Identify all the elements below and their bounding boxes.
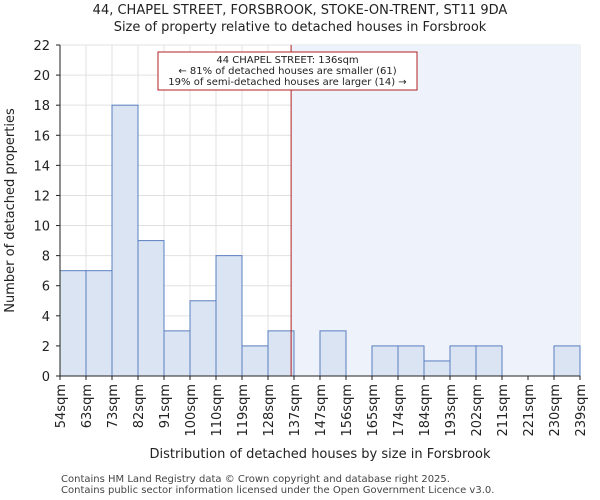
larger-region-highlight (291, 45, 580, 376)
x-tick-label: 202sqm (470, 384, 485, 437)
histogram-bar (475, 345, 503, 377)
histogram-bar (553, 345, 581, 377)
histogram-bar (319, 330, 347, 377)
histogram-bar (137, 240, 165, 377)
x-tick-label: 193sqm (444, 384, 459, 437)
bars-layer (59, 104, 581, 377)
annotation-line-3: 19% of semi-detached houses are larger (… (168, 77, 406, 88)
y-tick-label: 2 (42, 340, 50, 355)
footer-copyright: Contains HM Land Registry data © Crown c… (61, 474, 450, 485)
x-tick-label: 221sqm (522, 384, 537, 437)
y-tick-label: 10 (33, 220, 50, 235)
x-axis-label: Distribution of detached houses by size … (149, 447, 491, 462)
annotation-line-1: 44 CHAPEL STREET: 136sqm (216, 55, 358, 66)
histogram-bar (163, 330, 191, 377)
x-tick-label: 137sqm (288, 384, 303, 437)
x-tick-label: 230sqm (548, 384, 563, 437)
y-tick-label: 6 (42, 280, 50, 295)
x-tick-label: 165sqm (366, 384, 381, 437)
histogram-bar (85, 270, 113, 377)
x-tick-label: 100sqm (184, 384, 199, 437)
chart-title: 44, CHAPEL STREET, FORSBROOK, STOKE-ON-T… (92, 3, 508, 18)
histogram-bar (449, 345, 477, 377)
y-tick-label: 22 (33, 39, 50, 54)
y-tick-label: 8 (42, 250, 50, 265)
y-tick-label: 12 (33, 189, 50, 204)
histogram-bar (397, 345, 425, 377)
x-tick-label: 211sqm (496, 384, 511, 437)
histogram-bar (59, 270, 87, 377)
x-tick-label: 147sqm (314, 384, 329, 437)
y-tick-label: 4 (42, 310, 50, 325)
histogram-bar (241, 345, 269, 377)
histogram-bar (215, 255, 243, 377)
x-tick-label: 184sqm (418, 384, 433, 437)
histogram-bar (371, 345, 399, 377)
chart-subtitle: Size of property relative to detached ho… (113, 20, 487, 35)
y-axis-label: Number of detached properties (3, 108, 18, 313)
y-tick-label: 14 (33, 159, 50, 174)
y-tick-label: 18 (33, 99, 50, 114)
x-tick-label: 91sqm (158, 384, 173, 428)
x-tick-label: 128sqm (262, 384, 277, 437)
annotation-frame (157, 51, 418, 91)
x-tick-label: 54sqm (54, 384, 69, 428)
x-tick-label: 156sqm (340, 384, 355, 437)
histogram-bar (423, 360, 451, 377)
x-tick-label: 239sqm (574, 384, 589, 437)
histogram-bar (111, 104, 139, 377)
x-tick-label: 110sqm (210, 384, 225, 437)
ticks-layer: 0 2 4 6 8 10 12 14 16 18 20 22 54sqm 63sqm 73sqm 82sqm 9… (33, 39, 589, 437)
x-tick-label: 73sqm (106, 384, 121, 428)
y-tick-label: 20 (33, 69, 50, 84)
histogram-bar (189, 300, 217, 377)
histogram-bar (267, 330, 295, 377)
x-tick-label: 174sqm (392, 384, 407, 437)
x-tick-label: 82sqm (132, 384, 147, 428)
x-tick-label: 119sqm (236, 384, 251, 437)
annotation-line-2: ← 81% of detached houses are smaller (61… (178, 66, 396, 77)
annotation-box: 44 CHAPEL STREET: 136sqm ← 81% of detach… (157, 51, 418, 91)
y-tick-label: 0 (42, 370, 50, 385)
x-tick-label: 63sqm (80, 384, 95, 428)
y-tick-label: 16 (33, 129, 50, 144)
footer-licence: Contains public sector information licen… (61, 485, 495, 496)
